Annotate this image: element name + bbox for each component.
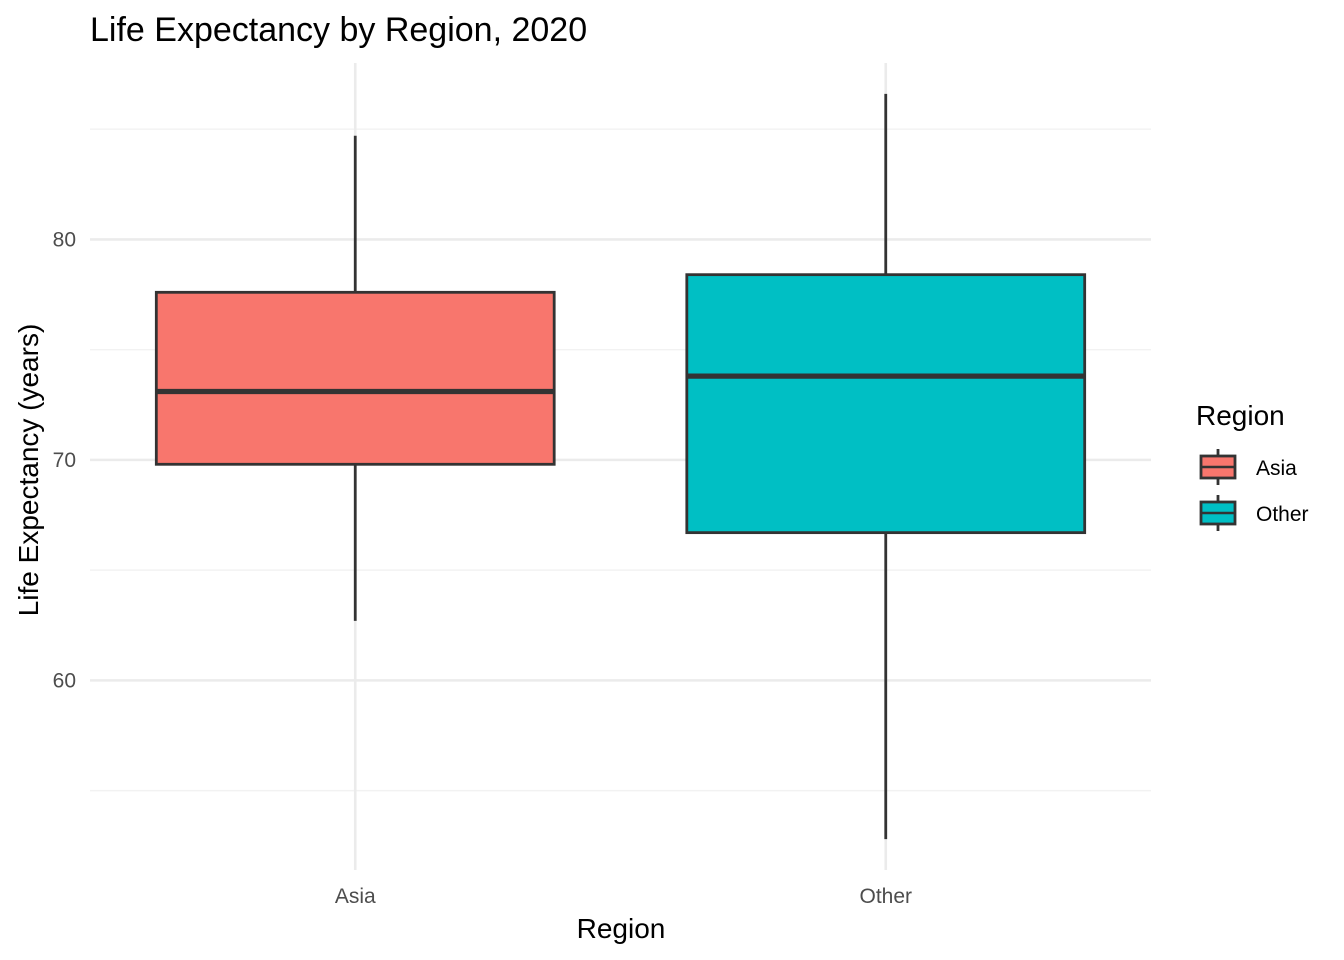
box-body: [154, 290, 556, 466]
x-axis-ticks: Asia Other: [335, 885, 912, 908]
legend-label: Asia: [1256, 457, 1297, 480]
y-axis-ticks: 60 70 80: [53, 228, 76, 692]
x-tick-label: Other: [859, 885, 912, 908]
x-tick-label: Asia: [335, 885, 376, 908]
box-body: [685, 273, 1087, 535]
legend-label: Other: [1256, 503, 1309, 526]
box-asia: [154, 135, 556, 621]
y-axis-title: Life Expectancy (years): [13, 324, 44, 617]
y-tick-label: 80: [53, 228, 76, 251]
legend: Region Asia Other: [1196, 400, 1309, 531]
legend-item-asia: Asia: [1199, 449, 1297, 485]
y-tick-label: 70: [53, 449, 76, 472]
y-tick-label: 60: [53, 669, 76, 692]
legend-items: Asia Other: [1199, 449, 1309, 531]
boxplot-layer: [154, 93, 1087, 840]
x-axis-title: Region: [577, 913, 666, 944]
chart-title: Life Expectancy by Region, 2020: [90, 11, 587, 49]
legend-title: Region: [1196, 400, 1285, 431]
legend-item-other: Other: [1199, 495, 1309, 531]
box-other: [685, 93, 1087, 840]
